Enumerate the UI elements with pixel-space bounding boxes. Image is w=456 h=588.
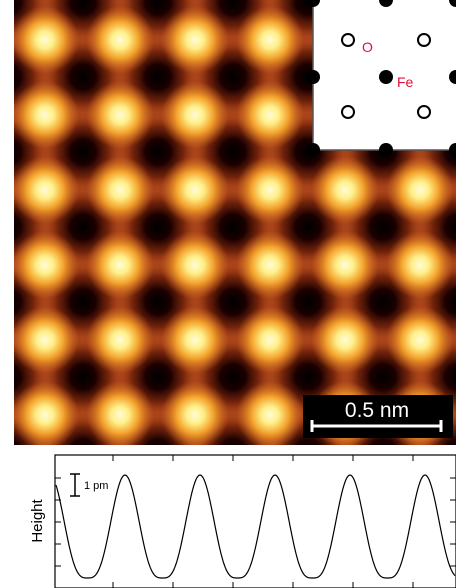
dark-spot [422,491,456,563]
bright-spot [311,231,379,299]
dark-spot [272,491,344,563]
bright-spot [11,81,79,149]
dark-spot [347,491,419,563]
bright-spot [161,306,229,374]
bright-spot [11,6,79,74]
bright-spot [86,156,154,224]
bright-spot [11,306,79,374]
fe-label: Fe [397,74,414,90]
bright-spot [86,231,154,299]
bright-spot [86,81,154,149]
o-label: O [362,39,373,55]
dark-spot [122,491,194,563]
inset: O Fe [306,0,456,157]
bright-spot [236,156,304,224]
bright-spot [161,156,229,224]
dark-spot [197,491,269,563]
bright-spot [236,231,304,299]
bright-spot [311,156,379,224]
bright-spot [386,306,454,374]
bright-spot [236,381,304,449]
scale-bar-label: 0.5 nm [345,399,409,422]
y-label: Height [29,498,46,542]
scale-label: 1 pm [84,480,108,492]
bright-spot [311,306,379,374]
bright-spot [386,231,454,299]
bright-spot [236,6,304,74]
bright-spot [161,81,229,149]
profile: Height 1 pm [29,455,456,588]
bright-spot [86,381,154,449]
bright-spot [161,381,229,449]
bright-spot [11,231,79,299]
scale-bar: 0.5 nm [303,395,453,438]
bright-spot [236,306,304,374]
bright-spot [161,231,229,299]
dark-spot [47,491,119,563]
bright-spot [86,6,154,74]
bright-spot [386,156,454,224]
bright-spot [11,381,79,449]
bright-spot [86,306,154,374]
bright-spot [11,156,79,224]
bright-spot [236,81,304,149]
figure: O Fe 0.5 nm Height 1 pm [0,0,456,588]
bright-spot [161,6,229,74]
